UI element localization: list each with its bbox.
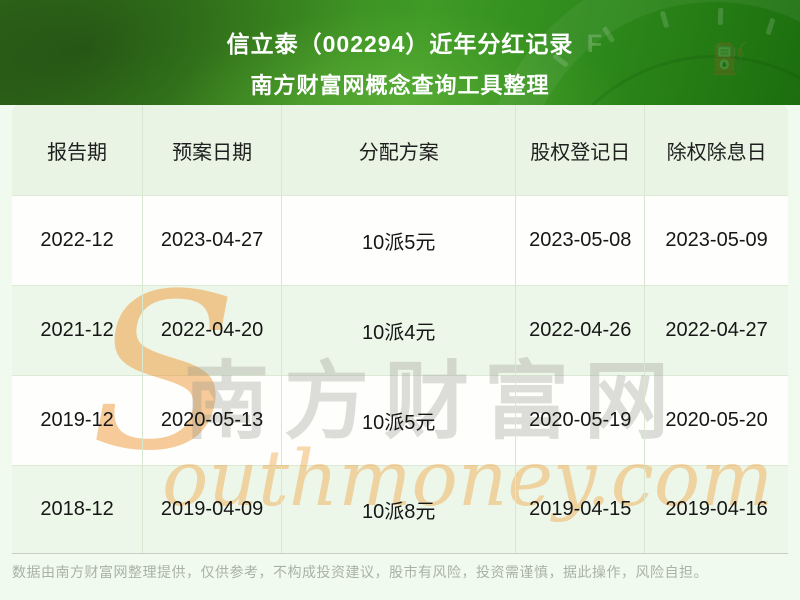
table-cell: 10派4元 xyxy=(282,286,517,375)
table-cell: 2020-05-20 xyxy=(665,409,768,431)
header-cell-ex-dividend-date: 除权除息日 xyxy=(666,141,767,164)
table-header-row: 报告期 预案日期 分配方案 股权登记日 除权除息日 xyxy=(12,105,788,196)
table-cell: 10派5元 xyxy=(282,376,517,465)
table-cell: 2020-05-19 xyxy=(516,376,646,465)
table-cell: 10派8元 xyxy=(282,466,517,553)
table-cell: 2019-04-15 xyxy=(516,466,646,553)
table-cell: 2019-04-16 xyxy=(665,498,768,520)
table-cell: 2023-05-08 xyxy=(516,196,646,285)
table-cell: 2023-04-27 xyxy=(143,196,283,285)
disclaimer-text: 数据由南方财富网整理提供，仅供参考，不构成投资建议，股市有风险，投资需谨慎，据此… xyxy=(12,564,708,580)
fuel-pump-icon: ⛽ xyxy=(710,43,748,76)
table-row: 2019-12 2020-05-13 10派5元 2020-05-19 2020… xyxy=(12,376,788,466)
table-cell: 2018-12 xyxy=(12,466,144,553)
gauge-f-label: F xyxy=(586,30,602,58)
page-footer: 数据由南方财富网整理提供，仅供参考，不构成投资建议，股市有风险，投资需谨慎，据此… xyxy=(12,562,788,582)
table-cell: 2019-04-09 xyxy=(143,466,283,553)
table-cell: 2023-05-09 xyxy=(665,229,768,251)
table-cell: 10派5元 xyxy=(282,196,517,285)
table-cell: 2022-04-27 xyxy=(665,319,768,341)
table-row: 2021-12 2022-04-20 10派4元 2022-04-26 2022… xyxy=(12,286,788,376)
table-cell: 2022-04-20 xyxy=(143,286,283,375)
dividend-table: S 南方财富网 outhmoney.com 报告期 预案日期 分配方案 股权登记… xyxy=(12,105,788,554)
table-row: 2022-12 2023-04-27 10派5元 2023-05-08 2023… xyxy=(12,196,788,286)
header-cell-report-period: 报告期 xyxy=(12,105,144,195)
table-cell: 2021-12 xyxy=(12,286,144,375)
table-cell: 2019-12 xyxy=(12,376,144,465)
header-cell-plan-date: 预案日期 xyxy=(143,105,283,195)
header-cell-distribution-plan: 分配方案 xyxy=(282,105,517,195)
header-cell-record-date: 股权登记日 xyxy=(516,105,646,195)
page-subtitle: 南方财富网概念查询工具整理 xyxy=(250,73,550,98)
page-header: F ⛽ 信立泰（002294）近年分红记录 南方财富网概念查询工具整理 xyxy=(0,0,800,105)
table-cell: 2020-05-13 xyxy=(143,376,283,465)
table-cell: 2022-04-26 xyxy=(516,286,646,375)
table-row: 2018-12 2019-04-09 10派8元 2019-04-15 2019… xyxy=(12,466,788,554)
table-cell: 2022-12 xyxy=(12,196,144,285)
page-title: 信立泰（002294）近年分红记录 xyxy=(226,31,574,57)
